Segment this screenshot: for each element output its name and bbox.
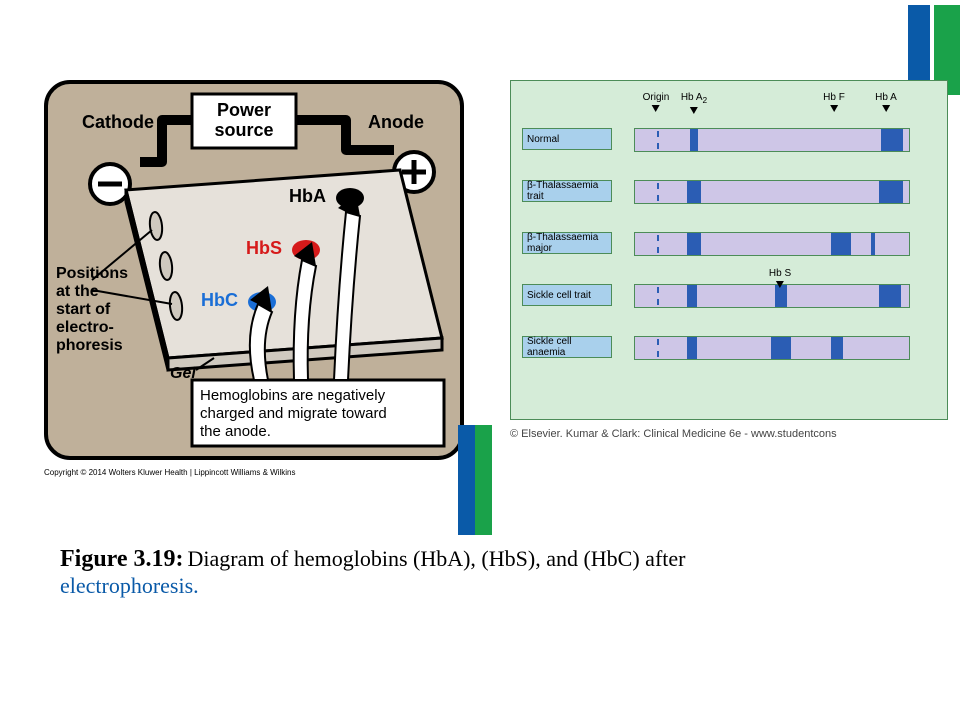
hb-label: HbA: [289, 186, 326, 206]
band: [871, 233, 875, 255]
marker-label: Hb F: [823, 92, 845, 115]
slide-root: Power source Cathode Anode: [0, 0, 960, 720]
band: [687, 337, 697, 359]
lane: [634, 128, 910, 152]
marker-label: Hb A2: [681, 92, 707, 117]
figure-caption: Figure 3.19: Diagram of hemoglobins (HbA…: [60, 546, 920, 599]
lane-label: β-Thalassaemia trait: [522, 180, 612, 202]
lane: [634, 336, 910, 360]
copyright-right: © Elsevier. Kumar & Clark: Clinical Medi…: [510, 428, 837, 440]
hb-label: HbC: [201, 290, 238, 310]
band: [771, 337, 791, 359]
svg-text:the anode.: the anode.: [200, 423, 271, 440]
lane-label: Sickle cell trait: [522, 284, 612, 306]
marker-label: Hb S: [769, 268, 791, 291]
marker-label: Origin: [643, 92, 670, 115]
svg-text:Cathode: Cathode: [82, 112, 154, 132]
svg-text:Hemoglobins are negatively: Hemoglobins are negatively: [200, 387, 386, 404]
figure-text-a: Diagram of hemoglobins (HbA), (HbS), and…: [188, 546, 686, 571]
figure-number: Figure 3.19:: [60, 546, 184, 572]
band: [831, 233, 851, 255]
lane-label: Normal: [522, 128, 612, 150]
svg-text:source: source: [214, 120, 273, 140]
hb-label: HbS: [246, 238, 282, 258]
band: [687, 181, 701, 203]
gel-apparatus-svg: Power source Cathode Anode: [44, 80, 464, 460]
lane-label: β-Thalassaemia major: [522, 232, 612, 254]
left-diagram: Power source Cathode Anode: [44, 80, 464, 460]
copyright-left: Copyright © 2014 Wolters Kluwer Health |…: [44, 468, 295, 477]
svg-text:charged and migrate toward: charged and migrate toward: [200, 405, 387, 422]
band: [879, 181, 903, 203]
lane-label: Sickle cell anaemia: [522, 336, 612, 358]
figure-text-b: electrophoresis.: [60, 573, 199, 598]
band: [831, 337, 843, 359]
band: [687, 233, 701, 255]
lane: [634, 232, 910, 256]
mid-accent: [458, 425, 492, 535]
band: [879, 285, 901, 307]
svg-text:Anode: Anode: [368, 112, 424, 132]
band: [690, 129, 698, 151]
lane: [634, 180, 910, 204]
band: [687, 285, 697, 307]
band: [881, 129, 903, 151]
marker-label: Hb A: [875, 92, 897, 115]
svg-text:Power: Power: [217, 100, 271, 120]
right-gel-panel: Origin Hb A2 Hb F Hb A Normal β-Thalassaemia…: [510, 80, 948, 420]
